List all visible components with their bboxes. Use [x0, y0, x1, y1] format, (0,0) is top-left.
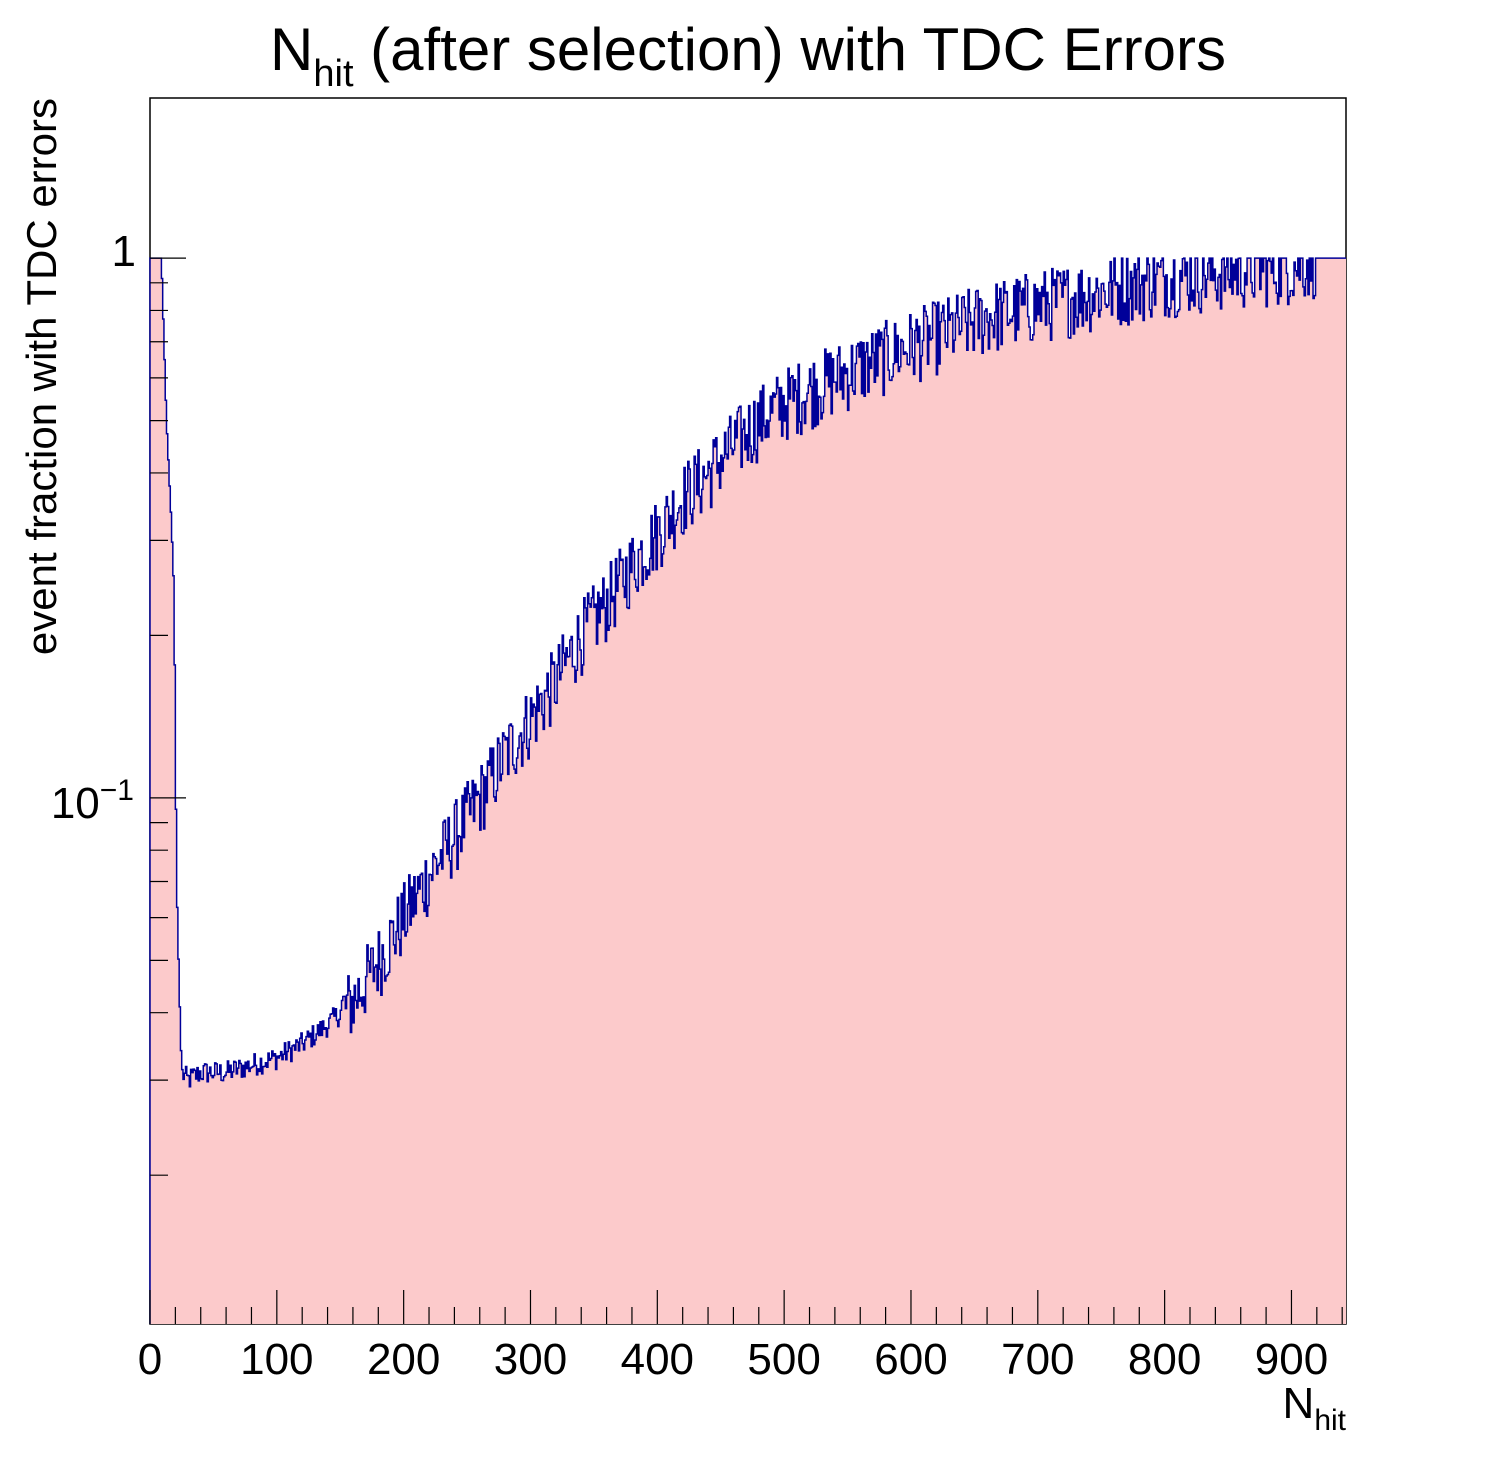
plot-area — [149, 97, 1347, 1325]
x-tick-labels: 0 100 200 300 400 500 600 700 800 900 — [138, 1335, 1328, 1384]
x-tick-label: 400 — [621, 1335, 694, 1384]
x-tick-label: 700 — [1001, 1335, 1074, 1384]
x-axis-ticks — [149, 1290, 1343, 1324]
x-tick-label: 300 — [494, 1335, 567, 1384]
x-axis-label: Nhit — [1283, 1379, 1347, 1437]
histogram-fill — [150, 258, 1346, 1325]
histogram-outline — [149, 257, 1346, 1324]
y-axis-label: event fraction with TDC errors — [18, 98, 65, 655]
chart-title: Nhit (after selection) with TDC Errors — [270, 16, 1226, 95]
x-tick-label: 800 — [1128, 1335, 1201, 1384]
x-tick-label: 600 — [874, 1335, 947, 1384]
x-tick-label: 500 — [747, 1335, 820, 1384]
y-tick-label-1: 1 — [112, 227, 136, 276]
x-tick-label: 200 — [367, 1335, 440, 1384]
y-tick-label-0.1: 10−1 — [51, 774, 134, 828]
x-tick-label: 100 — [240, 1335, 313, 1384]
x-tick-label: 0 — [138, 1335, 162, 1384]
y-axis-ticks — [150, 257, 186, 1176]
x-tick-label: 900 — [1255, 1335, 1328, 1384]
